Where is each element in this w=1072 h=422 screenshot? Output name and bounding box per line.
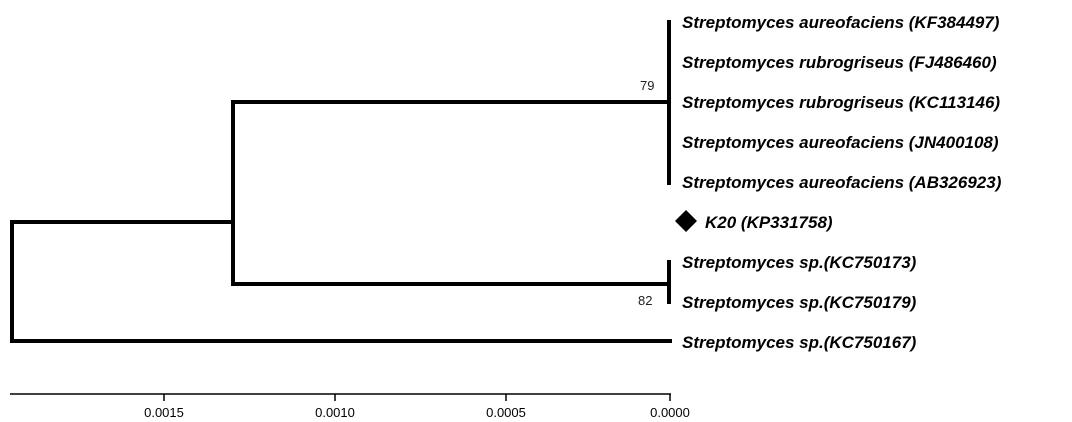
axis-tick-label: 0.0010 <box>315 405 355 420</box>
leaf-labels: Streptomyces aureofaciens (KF384497) Str… <box>675 13 1002 352</box>
bootstrap-label-79: 79 <box>640 78 654 93</box>
leaf-label: Streptomyces sp.(KC750179) <box>682 293 917 312</box>
axis-tick-label: 0.0000 <box>650 405 690 420</box>
leaf-label: Streptomyces aureofaciens (KF384497) <box>682 13 1000 32</box>
leaf-label: Streptomyces rubrogriseus (KC113146) <box>682 93 1000 112</box>
bootstrap-label-82: 82 <box>638 293 652 308</box>
leaf-label: Streptomyces aureofaciens (JN400108) <box>682 133 999 152</box>
tree-branches <box>10 20 672 343</box>
leaf-label: Streptomyces sp.(KC750173) <box>682 253 917 272</box>
leaf-label: Streptomyces rubrogriseus (FJ486460) <box>682 53 997 72</box>
axis-tick-label: 0.0005 <box>486 405 526 420</box>
scale-axis: 0.0015 0.0010 0.0005 0.0000 <box>10 393 690 420</box>
axis-tick-label: 0.0015 <box>144 405 184 420</box>
leaf-label: Streptomyces aureofaciens (AB326923) <box>682 173 1002 192</box>
diamond-marker-icon <box>675 210 697 232</box>
leaf-label: Streptomyces sp.(KC750167) <box>682 333 917 352</box>
leaf-label-k20: K20 (KP331758) <box>705 213 833 232</box>
